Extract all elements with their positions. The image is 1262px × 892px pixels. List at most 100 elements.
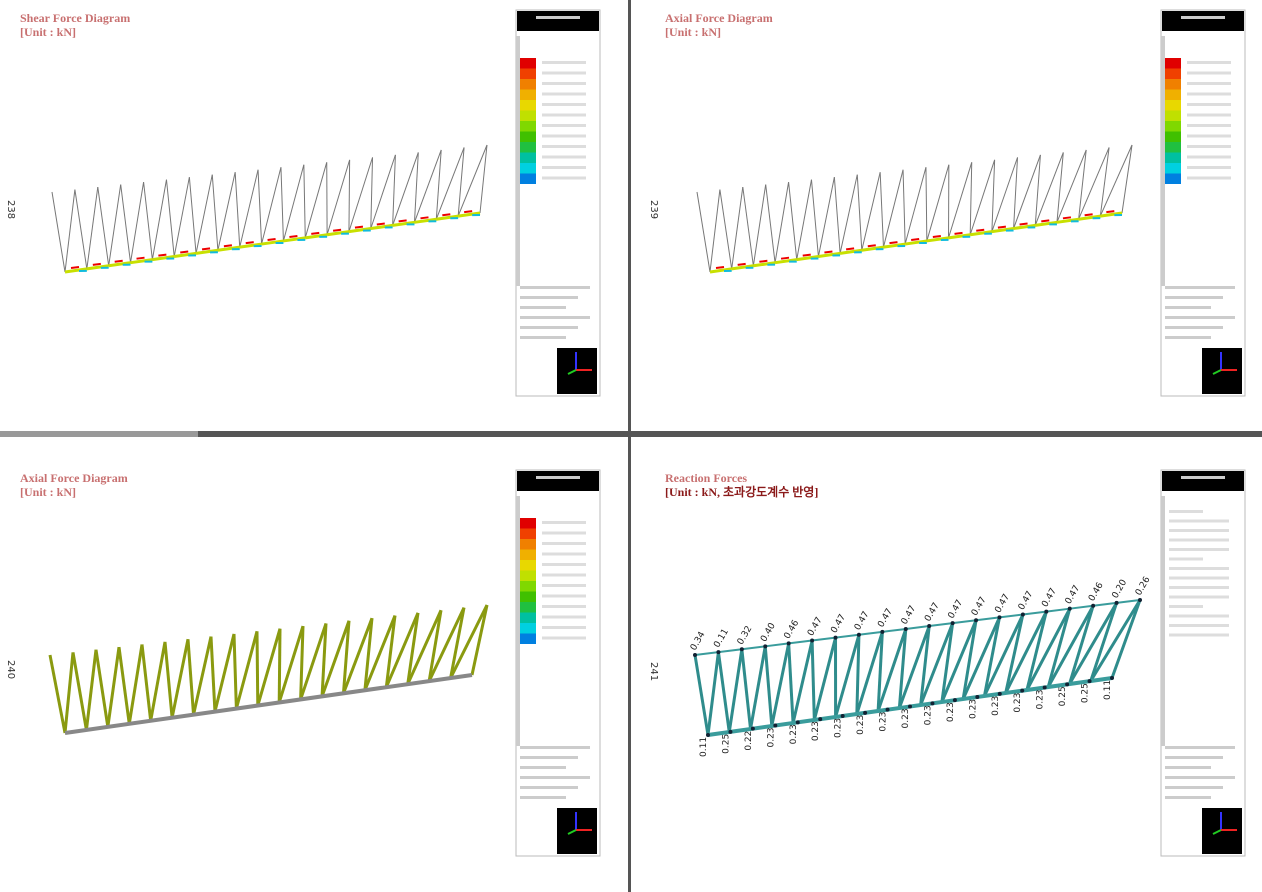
- truss-web: [188, 177, 197, 254]
- reaction-bottom: 0.11: [1103, 680, 1113, 700]
- truss-web: [303, 164, 306, 238]
- legend-label: [542, 552, 586, 556]
- top-chord: [1116, 599, 1141, 604]
- bottom-chord: [217, 245, 240, 252]
- truss-web: [74, 189, 88, 269]
- truss-web: [1068, 602, 1118, 685]
- truss-web: [961, 620, 978, 700]
- node: [1044, 609, 1049, 614]
- legend-band: [520, 131, 536, 142]
- reaction-bottom: 0.23: [856, 715, 866, 735]
- truss-web: [1099, 147, 1110, 217]
- pane-title: Axial Force Diagram: [20, 471, 128, 485]
- pane-unit: [Unit : kN]: [20, 25, 76, 39]
- truss-web: [261, 167, 282, 245]
- truss-web: [1078, 147, 1110, 220]
- panel-text: [1169, 624, 1229, 627]
- truss-web: [810, 640, 816, 721]
- bottom-chord: [305, 233, 328, 240]
- truss-web: [749, 646, 767, 730]
- truss-web: [479, 144, 488, 214]
- reaction-bottom: 0.23: [1036, 689, 1046, 709]
- diagram-red: [1084, 213, 1093, 217]
- node: [950, 621, 955, 626]
- bottom-chord: [436, 214, 459, 221]
- info-text: [520, 756, 578, 759]
- truss-web: [926, 164, 950, 242]
- truss-web: [742, 186, 754, 266]
- truss-web: [740, 649, 753, 730]
- node: [885, 707, 890, 712]
- bottom-chord: [239, 242, 262, 249]
- truss-web: [232, 633, 238, 709]
- diagram-red: [737, 262, 746, 266]
- axis-y: [1212, 829, 1222, 835]
- truss-web: [919, 625, 931, 706]
- legend-label: [542, 563, 586, 566]
- truss-web: [796, 179, 812, 260]
- legend-label: [542, 82, 586, 85]
- truss-web: [384, 615, 397, 688]
- top-chord: [1093, 601, 1117, 607]
- truss-web: [151, 179, 167, 260]
- truss-web: [693, 654, 710, 736]
- diagram-red: [136, 256, 145, 260]
- reaction-bottom: 0.23: [946, 702, 956, 722]
- side-panel: [1160, 469, 1246, 857]
- node: [693, 653, 697, 657]
- node: [1110, 676, 1114, 680]
- bottom-chord: [1100, 211, 1123, 218]
- truss-web: [384, 612, 420, 688]
- diagram-red: [332, 228, 342, 232]
- legend-label: [542, 61, 586, 64]
- pane-id: 241: [648, 662, 659, 681]
- truss-web: [217, 172, 236, 251]
- node: [750, 726, 755, 731]
- truss-web: [1034, 154, 1041, 226]
- bottom-chord: [108, 261, 131, 268]
- truss-web: [770, 643, 791, 727]
- diagram-red: [464, 210, 473, 214]
- bottom-chord: [457, 211, 481, 218]
- truss-web: [392, 154, 396, 226]
- truss-web: [774, 182, 790, 263]
- info-text: [1165, 796, 1211, 799]
- truss-web: [427, 610, 443, 682]
- top-chord: [1022, 610, 1047, 616]
- node: [1067, 606, 1072, 611]
- legend-label: [542, 615, 586, 619]
- truss-web: [709, 189, 721, 273]
- truss-web: [731, 186, 744, 269]
- legend-band: [520, 110, 536, 121]
- truss-web: [173, 177, 190, 257]
- legend-label: [1187, 92, 1231, 96]
- truss-web: [879, 172, 884, 248]
- info-text: [520, 296, 578, 299]
- legend-label: [542, 521, 586, 524]
- pane-unit: [Unit : kN, 초과강도계수 반영]: [665, 484, 818, 499]
- reaction-bottom: 0.23: [811, 721, 821, 741]
- truss-web: [427, 606, 466, 682]
- truss-web: [876, 631, 884, 712]
- panel-header-text: [1181, 476, 1225, 479]
- truss-web: [370, 157, 374, 229]
- node: [786, 641, 791, 646]
- bottom-chord: [1056, 217, 1079, 224]
- truss-web: [765, 184, 776, 263]
- truss-web: [948, 162, 973, 238]
- diagram-red: [802, 253, 811, 257]
- truss-web: [435, 149, 442, 220]
- node: [706, 733, 710, 737]
- diagram-red: [70, 266, 80, 269]
- truss-web: [991, 159, 996, 232]
- legend-band: [520, 549, 536, 560]
- diagram-red: [398, 219, 407, 223]
- legend-band: [1165, 121, 1181, 132]
- bottom-chord: [861, 245, 884, 252]
- truss-web: [763, 646, 774, 727]
- diagram-red: [289, 234, 298, 238]
- truss-web: [106, 646, 121, 728]
- truss-web: [277, 625, 305, 703]
- truss-web: [470, 604, 489, 676]
